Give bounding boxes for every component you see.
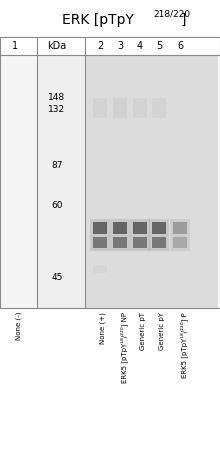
Text: None (+): None (+) [100, 312, 106, 344]
Text: None (-): None (-) [15, 312, 22, 340]
Text: 5: 5 [156, 41, 162, 51]
Bar [0, 37, 220, 308]
Bar [152, 237, 166, 248]
Bar [133, 237, 147, 248]
Bar [130, 219, 150, 251]
Bar [113, 222, 127, 234]
Bar [149, 219, 169, 251]
Text: kDa: kDa [47, 41, 67, 51]
Text: 3: 3 [117, 41, 123, 51]
Bar [85, 55, 218, 308]
Text: 218/220: 218/220 [153, 10, 190, 19]
Bar [152, 98, 166, 118]
Bar [93, 265, 107, 273]
Bar [133, 98, 147, 118]
Text: 132: 132 [48, 106, 66, 115]
Text: 4: 4 [137, 41, 143, 51]
Text: 60: 60 [51, 200, 63, 209]
Bar [113, 98, 127, 118]
Text: Generic pY: Generic pY [159, 312, 165, 350]
Text: 6: 6 [177, 41, 183, 51]
Bar [110, 219, 130, 251]
Text: Generic pT: Generic pT [140, 312, 146, 350]
Text: ERK5 [pTpY¹⁸/²²⁰] NP: ERK5 [pTpY¹⁸/²²⁰] NP [120, 312, 128, 383]
Text: 45: 45 [51, 272, 63, 281]
Text: 2: 2 [97, 41, 103, 51]
Bar [133, 222, 147, 234]
Bar [170, 219, 190, 251]
Bar [90, 219, 110, 251]
Text: 1: 1 [12, 41, 18, 51]
Bar [37, 55, 85, 308]
Text: ERK [pTpY: ERK [pTpY [62, 13, 134, 27]
Text: 148: 148 [48, 93, 66, 102]
Bar [113, 237, 127, 248]
Bar [93, 98, 107, 118]
Text: ]: ] [180, 13, 186, 27]
Bar [93, 237, 107, 248]
Text: ERK5 [pTpY¹⁸/²²⁰] P: ERK5 [pTpY¹⁸/²²⁰] P [180, 312, 188, 378]
Bar [173, 222, 187, 234]
Bar [152, 222, 166, 234]
Bar [173, 237, 187, 248]
Text: 87: 87 [51, 160, 63, 169]
Bar [93, 222, 107, 234]
Bar [0, 55, 37, 308]
